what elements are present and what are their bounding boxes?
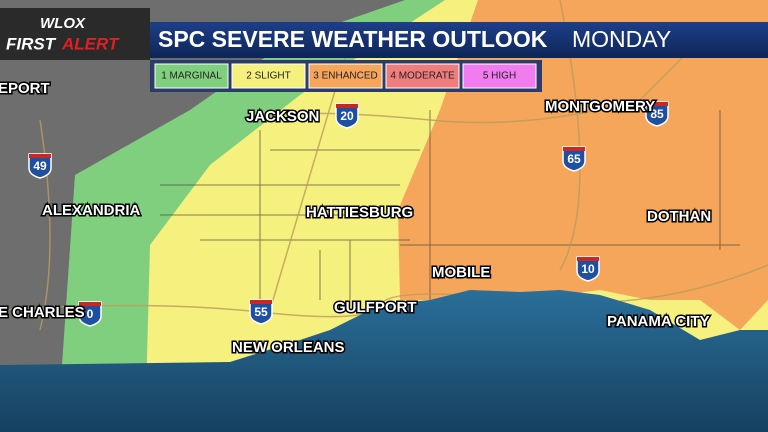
city-label: DOTHAN xyxy=(647,208,711,225)
shield-number: 0 xyxy=(87,307,94,321)
city-label: EPORT xyxy=(0,80,50,97)
day: MONDAY xyxy=(572,26,671,52)
legend-label: 5 HIGH xyxy=(483,71,516,82)
interstate-shield xyxy=(645,101,669,127)
interstate-shield xyxy=(78,301,102,327)
shield-top xyxy=(250,300,272,304)
shield-number: 65 xyxy=(567,152,581,166)
legend-label: 2 SLIGHT xyxy=(246,71,290,82)
legend-swatch xyxy=(308,63,383,89)
shield-top xyxy=(577,257,599,261)
shield-number: 49 xyxy=(33,159,47,173)
gulf-water xyxy=(0,290,768,432)
legend-swatch xyxy=(154,63,229,89)
legend-label: 3 ENHANCED xyxy=(313,71,377,82)
logo-first: FIRST xyxy=(6,34,57,53)
shield-top xyxy=(646,102,668,106)
city-label: MOBILE xyxy=(432,264,490,281)
interstate-shield xyxy=(576,256,600,282)
legend-swatch xyxy=(231,63,306,89)
city-label: PANAMA CITY xyxy=(607,313,710,330)
interstate-shield xyxy=(28,153,52,179)
shield-number: 55 xyxy=(254,305,268,319)
shield-top xyxy=(29,154,51,158)
shield-top xyxy=(563,147,585,151)
city-label: NEW ORLEANS xyxy=(232,339,345,356)
city-label: HATTIESBURG xyxy=(306,204,413,221)
logo-station: WLOX xyxy=(40,15,86,32)
shield-top xyxy=(336,104,358,108)
legend-swatch xyxy=(385,63,460,89)
legend-swatch xyxy=(462,63,537,89)
logo-box xyxy=(0,8,150,60)
interstate-shield xyxy=(562,146,586,172)
city-label: ALEXANDRIA xyxy=(42,202,141,219)
interstate-shield xyxy=(249,299,273,325)
city-label: JACKSON xyxy=(246,108,319,125)
legend-label: 4 MODERATE xyxy=(390,71,455,82)
legend-label: 1 MARGINAL xyxy=(161,71,222,82)
logo-alert: ALERT xyxy=(61,34,120,53)
city-label: MONTGOMERY xyxy=(545,98,655,115)
title: SPC SEVERE WEATHER OUTLOOK xyxy=(158,26,548,52)
shield-number: 10 xyxy=(581,262,595,276)
shield-number: 20 xyxy=(340,109,354,123)
shield-number: 85 xyxy=(650,107,664,121)
city-label: E CHARLES xyxy=(0,304,85,321)
interstate-shield xyxy=(335,103,359,129)
shield-top xyxy=(79,302,101,306)
title-bar xyxy=(150,22,768,58)
city-label: GULFPORT xyxy=(334,299,417,316)
